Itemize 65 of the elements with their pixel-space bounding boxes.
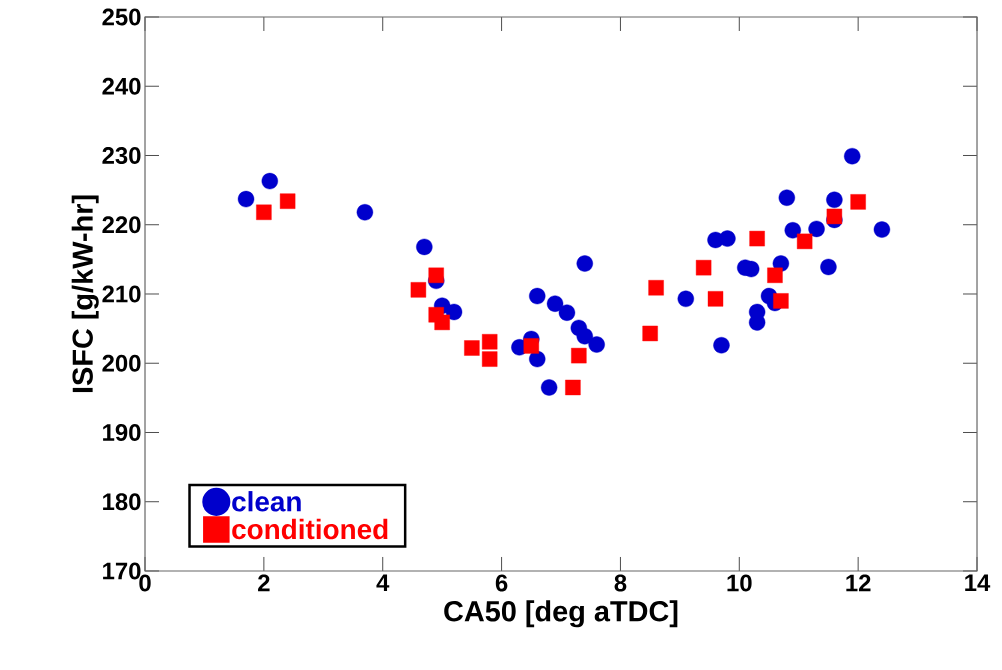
point	[565, 379, 581, 396]
y-tick-label: 220	[102, 216, 141, 234]
point	[642, 325, 658, 342]
y-tick-label: 230	[102, 147, 141, 164]
point	[784, 222, 801, 239]
y-tick-label: 190	[103, 424, 141, 441]
point	[820, 258, 837, 276]
point	[850, 194, 866, 210]
x-tick-label: 4	[376, 574, 390, 591]
y-tick-label: 170	[103, 562, 141, 580]
legend-label: conditioned	[232, 518, 388, 540]
legend-label: clean	[232, 491, 301, 512]
point	[677, 290, 695, 308]
point	[237, 190, 255, 208]
point	[416, 238, 433, 256]
point	[261, 172, 279, 190]
point	[546, 295, 564, 312]
point	[428, 267, 444, 283]
point	[778, 189, 796, 206]
point	[773, 293, 789, 309]
x-tick-label: 2	[258, 574, 270, 592]
x-tick-label: 12	[846, 574, 871, 592]
point	[719, 230, 736, 247]
y-tick-label: 250	[102, 8, 141, 26]
point	[707, 291, 724, 307]
y-axis-title: ISFC [g/kW-hr]	[71, 195, 99, 393]
point	[713, 337, 730, 354]
point	[571, 347, 587, 364]
point	[873, 221, 891, 238]
point	[410, 282, 427, 298]
point	[540, 379, 558, 396]
point	[279, 193, 296, 209]
point	[434, 314, 450, 331]
x-tick-label: 0	[139, 574, 151, 592]
point	[445, 303, 463, 321]
x-tick-label: 6	[495, 574, 508, 592]
point	[808, 220, 825, 238]
point	[529, 287, 546, 305]
point	[749, 230, 765, 247]
y-tick-label: 180	[103, 493, 141, 511]
point	[844, 147, 861, 165]
point	[576, 255, 593, 272]
point	[482, 351, 498, 367]
point	[464, 340, 480, 356]
point	[796, 233, 813, 250]
point	[356, 204, 374, 221]
point	[588, 336, 605, 353]
point	[558, 304, 576, 321]
point	[767, 267, 783, 283]
point	[523, 338, 539, 354]
y-tick-label: 240	[102, 77, 141, 95]
point	[482, 334, 498, 350]
x-tick-label: 10	[727, 574, 752, 592]
point	[826, 208, 843, 225]
point	[529, 350, 546, 368]
point	[695, 259, 712, 276]
x-axis-title: CA50 [deg aTDC]	[444, 600, 678, 628]
y-tick-label: 210	[102, 285, 141, 303]
x-tick-label: 14	[965, 574, 991, 591]
x-tick-label: 8	[614, 574, 627, 592]
point	[256, 204, 272, 220]
point	[576, 328, 593, 345]
point	[648, 280, 664, 296]
y-tick-label: 200	[102, 354, 141, 372]
point	[826, 191, 843, 209]
